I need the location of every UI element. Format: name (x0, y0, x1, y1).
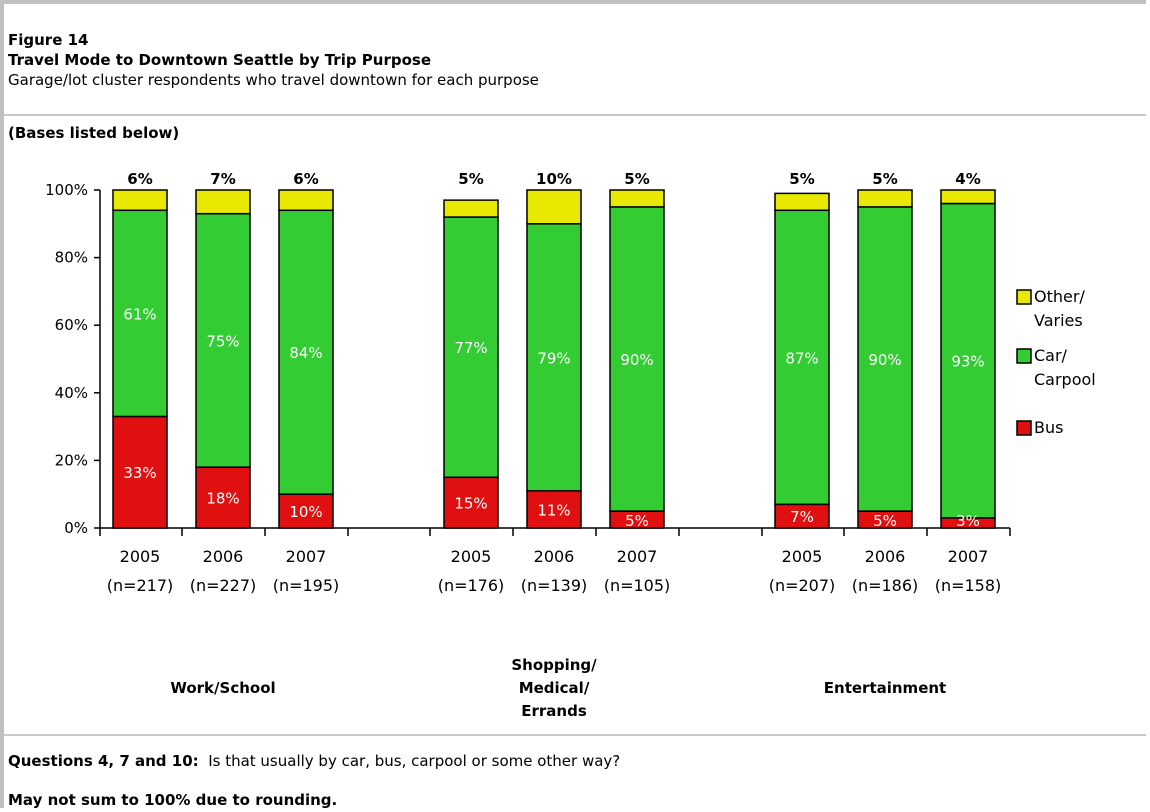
data-label-car: 90% (868, 351, 901, 369)
data-label-bus: 7% (790, 508, 814, 526)
group-label: Medical/ (519, 679, 590, 697)
figure-number: Figure 14 (8, 31, 89, 49)
bar-segment-car (278, 209, 334, 495)
question-note: Questions 4, 7 and 10: Is that usually b… (8, 752, 620, 770)
legend-swatch-car (1016, 348, 1032, 364)
group-label: Entertainment (824, 679, 946, 697)
x-base-label: (n=217) (107, 576, 174, 595)
bar-segment-car (609, 206, 665, 512)
y-tick-label: 80% (55, 249, 88, 267)
bar-segment-other (278, 189, 334, 212)
legend-swatch-bus (1016, 420, 1032, 436)
bar-segment-bus (278, 493, 334, 529)
figure-header: Figure 14 Travel Mode to Downtown Seattl… (8, 30, 1144, 91)
data-label-other: 5% (624, 170, 649, 188)
group-label: Errands (521, 702, 587, 720)
bar-segment-other (857, 189, 913, 208)
data-label-car: 77% (454, 339, 487, 357)
data-label-car: 61% (123, 305, 156, 323)
divider-bottom (4, 734, 1146, 736)
divider-top (4, 114, 1146, 116)
bar-segment-other (112, 189, 168, 212)
x-base-label: (n=139) (521, 576, 588, 595)
x-year-label: 2007 (286, 547, 327, 566)
bar-segment-car (940, 202, 996, 519)
data-label-other: 5% (872, 170, 897, 188)
x-base-label: (n=195) (273, 576, 340, 595)
legend-label-bus: Bus (1034, 418, 1063, 437)
x-base-label: (n=207) (769, 576, 836, 595)
bar-segment-other (195, 189, 251, 215)
x-year-label: 2005 (120, 547, 161, 566)
x-year-label: 2007 (948, 547, 989, 566)
data-label-bus: 10% (289, 503, 322, 521)
data-label-car: 93% (951, 353, 984, 371)
x-year-label: 2006 (203, 547, 244, 566)
data-label-bus: 15% (454, 495, 487, 513)
data-label-car: 75% (206, 332, 239, 350)
data-label-other: 5% (789, 170, 814, 188)
bar-segment-car (195, 212, 251, 468)
question-text: Is that usually by car, bus, carpool or … (208, 752, 621, 770)
y-tick-label: 0% (64, 519, 88, 537)
bar-segment-other (443, 199, 499, 218)
legend-label-car: Car/ (1034, 346, 1068, 365)
bar-segment-bus (526, 490, 582, 529)
data-label-bus: 11% (537, 501, 570, 519)
bar-segment-other (774, 192, 830, 212)
bar-segment-other (609, 189, 665, 208)
data-label-car: 87% (785, 349, 818, 367)
bar-segment-car (526, 223, 582, 492)
bar-segment-car (443, 216, 499, 479)
question-label: Questions 4, 7 and 10: (8, 752, 199, 770)
legend-label-car: Carpool (1034, 370, 1096, 389)
data-label-car: 84% (289, 344, 322, 362)
group-label: Work/School (170, 679, 275, 697)
data-label-other: 5% (458, 170, 483, 188)
rounding-note: May not sum to 100% due to rounding. (8, 791, 338, 809)
y-tick-label: 100% (45, 181, 88, 199)
data-label-car: 79% (537, 349, 570, 367)
x-year-label: 2005 (451, 547, 492, 566)
legend-label-other: Varies (1034, 311, 1083, 330)
x-year-label: 2006 (865, 547, 906, 566)
y-tick-label: 60% (55, 316, 88, 334)
data-label-bus: 18% (206, 490, 239, 508)
group-label: Shopping/ (511, 656, 597, 674)
x-year-label: 2006 (534, 547, 575, 566)
x-base-label: (n=176) (438, 576, 505, 595)
bar-segment-bus (195, 466, 251, 529)
data-label-other: 6% (127, 170, 152, 188)
bar-segment-other (526, 189, 582, 225)
x-year-label: 2007 (617, 547, 658, 566)
y-tick-label: 20% (55, 451, 88, 469)
bases-note: (Bases listed below) (8, 124, 180, 142)
legend-swatch-other (1016, 289, 1032, 305)
bar-segment-car (774, 209, 830, 506)
data-label-other: 6% (293, 170, 318, 188)
figure-subtitle: Garage/lot cluster respondents who trave… (8, 71, 539, 89)
data-label-other: 10% (536, 170, 572, 188)
data-label-bus: 33% (123, 464, 156, 482)
data-label-bus: 5% (873, 512, 897, 530)
bar-segment-car (857, 206, 913, 512)
figure-title: Travel Mode to Downtown Seattle by Trip … (8, 51, 432, 69)
data-label-bus: 5% (625, 512, 649, 530)
data-label-car: 90% (620, 351, 653, 369)
x-base-label: (n=158) (935, 576, 1002, 595)
x-base-label: (n=227) (190, 576, 257, 595)
data-label-other: 7% (210, 170, 235, 188)
x-year-label: 2005 (782, 547, 823, 566)
x-base-label: (n=186) (852, 576, 919, 595)
stacked-bar-chart: 0% 20% 40% 60% 80% 100% 6% 61% 33% 2005 (n=217) 7% 7… (45, 170, 1096, 720)
y-tick-label: 40% (55, 384, 88, 402)
bar-segment-other (940, 189, 996, 205)
data-label-other: 4% (955, 170, 980, 188)
data-label-bus: 3% (956, 512, 980, 530)
legend-label-other: Other/ (1034, 287, 1085, 306)
x-base-label: (n=105) (604, 576, 671, 595)
